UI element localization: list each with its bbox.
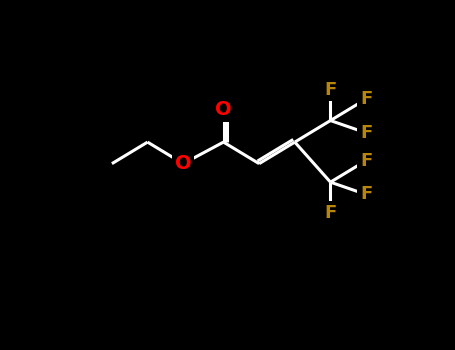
Text: F: F bbox=[324, 81, 337, 99]
Text: O: O bbox=[215, 100, 232, 119]
Text: F: F bbox=[360, 152, 372, 170]
Text: F: F bbox=[360, 90, 372, 108]
Text: O: O bbox=[175, 154, 192, 173]
Text: F: F bbox=[360, 124, 372, 142]
Text: F: F bbox=[324, 204, 337, 222]
Text: F: F bbox=[360, 186, 372, 203]
